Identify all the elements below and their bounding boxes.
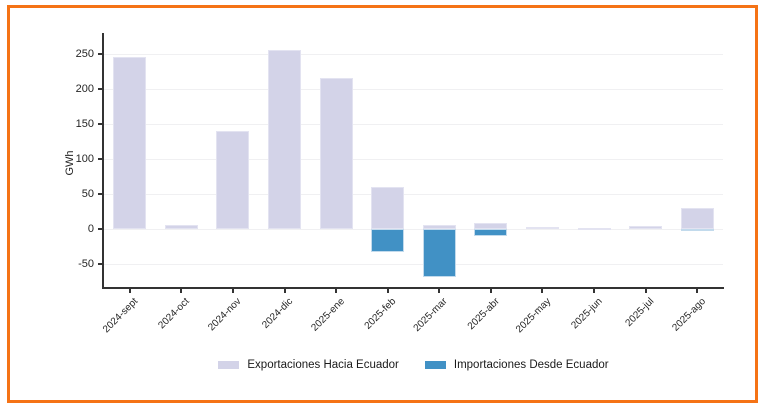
y-tick-mark-50 <box>98 192 103 195</box>
legend-label-0: Exportaciones Hacia Ecuador <box>247 359 399 371</box>
x-tick-mark-2025-may <box>541 289 544 293</box>
gridline--50 <box>104 263 723 265</box>
bar-export-2025-feb <box>371 186 405 229</box>
y-tick-label-50: 50 <box>81 187 94 200</box>
y-tick-label-0: 0 <box>87 222 94 235</box>
x-tick-label-2024-sept: 2024-sept <box>101 296 141 336</box>
bar-export-2025-ago <box>680 207 714 229</box>
bar-export-2024-dic <box>268 50 302 229</box>
y-tick-mark-150 <box>98 122 103 125</box>
y-tick-label--50: -50 <box>78 257 94 270</box>
x-tick-label-2025-mar: 2025-mar <box>412 296 451 335</box>
bar-export-2025-mar <box>422 225 456 229</box>
y-tick-mark-0 <box>98 227 103 230</box>
x-tick-label-2025-jun: 2025-jun <box>569 296 605 332</box>
y-tick-label-100: 100 <box>75 152 94 165</box>
plot-area: 2024-sept 2024-oct 2024-nov 2024-dic 2025-en… <box>76 33 724 335</box>
y-tick-label-250: 250 <box>75 47 94 60</box>
legend-label-1: Importaciones Desde Ecuador <box>453 359 609 371</box>
x-tick-mark-2025-ene <box>335 289 338 293</box>
legend-entry-0: Exportaciones Hacia Ecuador <box>218 359 399 371</box>
x-tick-mark-2025-ago <box>696 289 699 293</box>
bar-import-2025-ago <box>680 228 714 232</box>
x-tick-mark-2025-abr <box>489 289 492 293</box>
gridline-200 <box>104 88 723 90</box>
bar-export-2024-sept <box>113 57 147 229</box>
legend: Exportaciones Hacia Ecuador Importaciones… <box>104 356 723 374</box>
bar-import-2025-abr <box>474 228 508 236</box>
gridline-150 <box>104 123 723 125</box>
x-tick-mark-2025-feb <box>386 289 389 293</box>
x-axis-spine <box>102 287 724 289</box>
y-tick-mark-250 <box>98 52 103 55</box>
bar-export-2025-ene <box>319 78 353 229</box>
legend-swatch-0 <box>218 361 240 369</box>
x-tick-label-2025-ago: 2025-ago <box>670 296 708 334</box>
legend-entry-1: Importaciones Desde Ecuador <box>424 359 609 371</box>
x-tick-label-2024-dic: 2024-dic <box>260 296 296 331</box>
bar-import-2025-feb <box>371 228 405 252</box>
y-tick-label-200: 200 <box>75 82 94 95</box>
bar-export-2024-oct <box>164 225 198 229</box>
gridline-0 <box>104 228 723 230</box>
x-tick-mark-2025-jun <box>593 289 596 293</box>
x-tick-label-2025-may: 2025-may <box>514 296 554 336</box>
x-tick-label-2025-ene: 2025-ene <box>309 296 347 334</box>
bar-export-2025-jul <box>629 226 663 229</box>
x-tick-label-2025-feb: 2025-feb <box>362 296 399 332</box>
x-tick-mark-2025-mar <box>438 289 441 293</box>
x-tick-label-2024-oct: 2024-oct <box>156 296 193 332</box>
gridline-50 <box>104 193 723 195</box>
bar-export-2025-abr <box>474 223 508 229</box>
bar-export-2025-may <box>525 226 559 229</box>
bar-import-2025-mar <box>422 228 456 277</box>
x-tick-mark-2024-nov <box>231 289 234 293</box>
x-tick-label-2025-jul: 2025-jul <box>623 296 657 329</box>
y-tick-label-150: 150 <box>75 117 94 130</box>
x-tick-mark-2024-dic <box>283 289 286 293</box>
y-axis-spine <box>102 33 104 289</box>
y-tick-mark--50 <box>98 262 103 265</box>
gridline-100 <box>104 158 723 160</box>
y-tick-mark-200 <box>98 87 103 90</box>
y-tick-mark-100 <box>98 157 103 160</box>
x-tick-mark-2024-oct <box>180 289 183 293</box>
gridline-250 <box>104 53 723 55</box>
bar-export-2025-jun <box>577 227 611 230</box>
bar-export-2024-nov <box>216 130 250 229</box>
x-tick-label-2025-abr: 2025-abr <box>465 296 502 333</box>
x-tick-label-2024-nov: 2024-nov <box>206 296 244 334</box>
legend-swatch-1 <box>424 361 446 369</box>
x-tick-mark-2025-jul <box>644 289 647 293</box>
x-tick-mark-2024-sept <box>128 289 131 293</box>
